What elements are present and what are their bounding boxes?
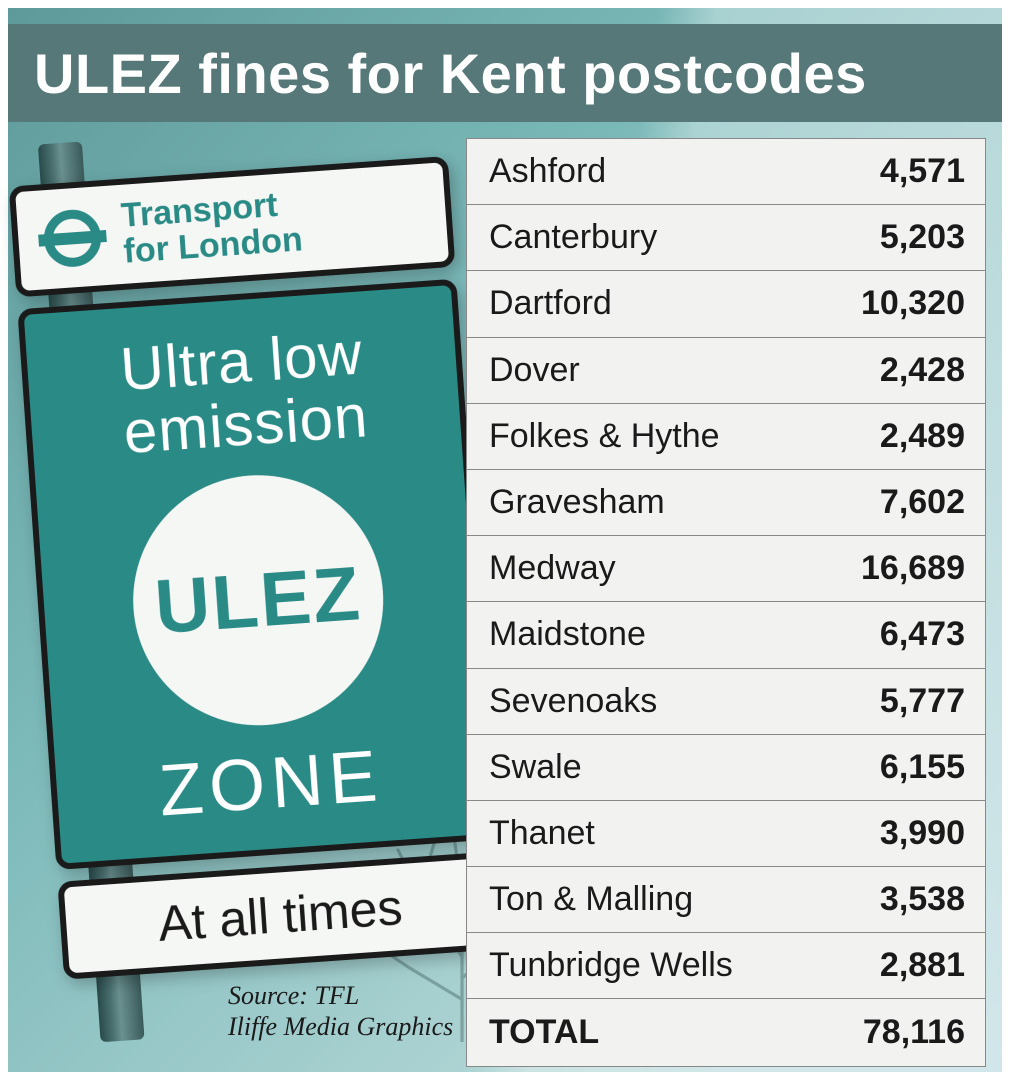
row-name: Ashford [489, 152, 606, 191]
infographic-container: ULEZ fines for Kent postcodes Transport … [0, 0, 1010, 1080]
row-value: 4,571 [880, 152, 965, 191]
row-value: 5,203 [880, 218, 965, 257]
ulez-sign: Transport for London Ultra low emission … [0, 115, 520, 1046]
source-credit: Source: TFL Iliffe Media Graphics [228, 980, 453, 1042]
total-value: 78,116 [863, 1013, 965, 1052]
row-value: 16,689 [861, 549, 965, 588]
tfl-text: Transport for London [120, 186, 304, 270]
ulez-heading-l2: emission [122, 385, 371, 465]
ulez-main-panel: Ultra low emission ULEZ ZONE [17, 279, 495, 870]
total-label: TOTAL [489, 1013, 599, 1052]
row-name: Dartford [489, 284, 612, 323]
row-name: Maidstone [489, 615, 646, 654]
table-row: Tunbridge Wells 2,881 [467, 933, 985, 999]
row-name: Sevenoaks [489, 682, 657, 721]
row-name: Canterbury [489, 218, 657, 257]
row-value: 2,428 [880, 351, 965, 390]
ulez-heading: Ultra low emission [117, 322, 370, 465]
row-name: Folkes & Hythe [489, 417, 720, 456]
zone-text: ZONE [156, 735, 385, 832]
table-row: Sevenoaks 5,777 [467, 669, 985, 735]
page-title: ULEZ fines for Kent postcodes [34, 41, 867, 106]
sign-panels: Transport for London Ultra low emission … [9, 156, 504, 992]
table-row: Canterbury 5,203 [467, 205, 985, 271]
table-row: Dover 2,428 [467, 338, 985, 404]
ulez-circle-text: ULEZ [152, 550, 364, 651]
row-name: Ton & Malling [489, 880, 693, 919]
table-row: Thanet 3,990 [467, 801, 985, 867]
table-row: Folkes & Hythe 2,489 [467, 404, 985, 470]
row-value: 7,602 [880, 483, 965, 522]
header-band: ULEZ fines for Kent postcodes [8, 24, 1002, 122]
times-panel: At all times [57, 852, 503, 980]
table-row: Dartford 10,320 [467, 271, 985, 337]
fines-table: Ashford 4,571 Canterbury 5,203 Dartford … [466, 138, 986, 1067]
row-value: 10,320 [861, 284, 965, 323]
row-name: Swale [489, 748, 582, 787]
table-row: Maidstone 6,473 [467, 602, 985, 668]
source-line1: Source: TFL [228, 980, 453, 1011]
table-row: Swale 6,155 [467, 735, 985, 801]
row-value: 3,990 [880, 814, 965, 853]
row-value: 6,473 [880, 615, 965, 654]
row-name: Gravesham [489, 483, 665, 522]
row-value: 2,489 [880, 417, 965, 456]
source-line2: Iliffe Media Graphics [228, 1011, 453, 1042]
row-name: Thanet [489, 814, 595, 853]
tfl-roundel-icon [35, 207, 111, 270]
row-value: 6,155 [880, 748, 965, 787]
row-name: Dover [489, 351, 580, 390]
times-text: At all times [83, 873, 478, 958]
row-name: Tunbridge Wells [489, 946, 733, 985]
row-value: 3,538 [880, 880, 965, 919]
table-row: Gravesham 7,602 [467, 470, 985, 536]
row-name: Medway [489, 549, 616, 588]
row-value: 5,777 [880, 682, 965, 721]
table-row: Medway 16,689 [467, 536, 985, 602]
table-total-row: TOTAL 78,116 [467, 999, 985, 1065]
table-row: Ton & Malling 3,538 [467, 867, 985, 933]
row-value: 2,881 [880, 946, 965, 985]
ulez-circle: ULEZ [125, 467, 392, 734]
table-row: Ashford 4,571 [467, 139, 985, 205]
